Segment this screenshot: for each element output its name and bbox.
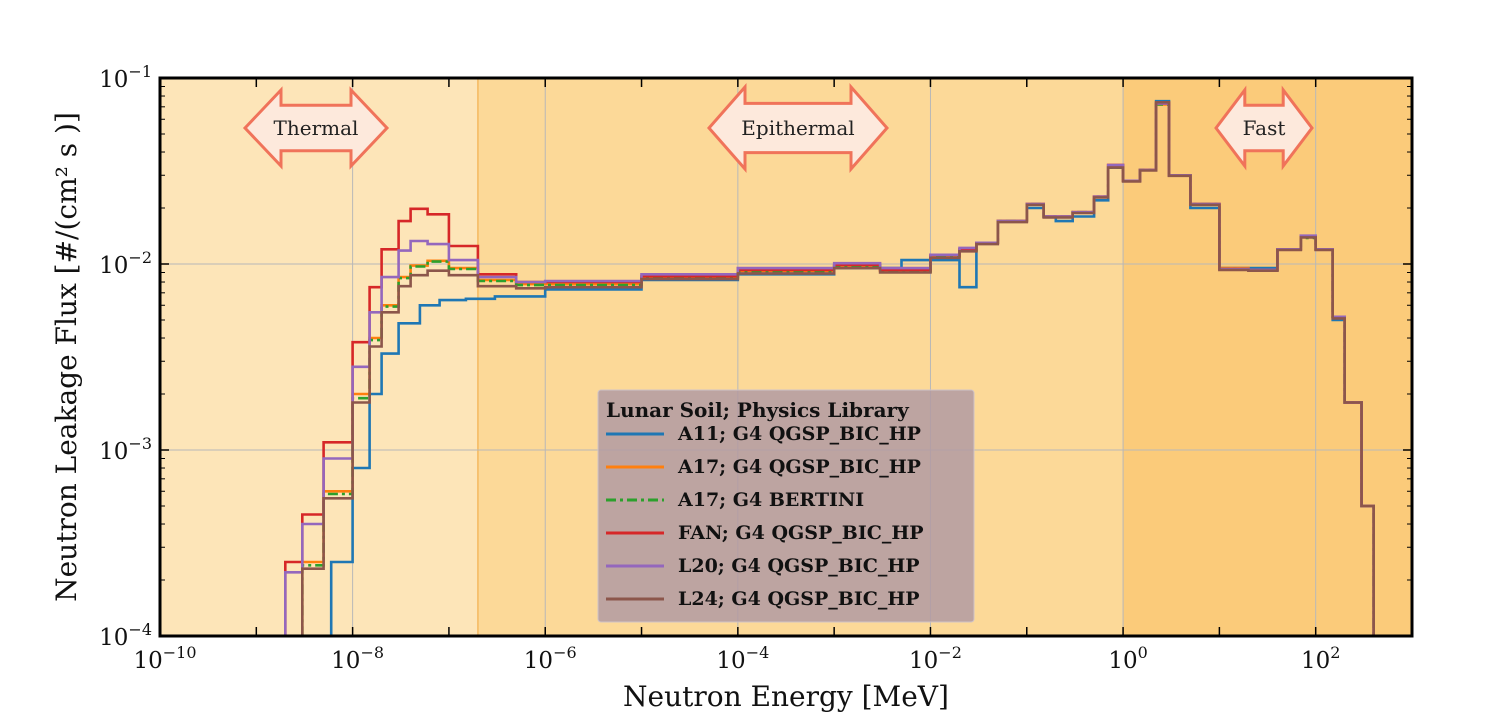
tick-base: 10	[99, 253, 128, 279]
energy-region-backgrounds	[160, 78, 1412, 636]
legend-label-4: L20; G4 QGSP_BIC_HP	[678, 555, 920, 577]
tick-exponent: −8	[360, 643, 384, 662]
tick-base: 10	[909, 648, 938, 674]
legend-box	[597, 389, 975, 623]
x-tick-label-4: 10−2	[909, 643, 962, 674]
region-arrow-labels: Thermal Epithermal Fast	[242, 83, 1314, 173]
tick-exponent: −3	[128, 434, 152, 453]
y-tick-label-2: 10−2	[99, 248, 152, 279]
legend: Lunar Soil; Physics Library A11; G4 QGSP…	[597, 389, 975, 623]
tick-base: 10	[716, 648, 745, 674]
tick-base: 10	[99, 625, 128, 651]
x-tick-labels: 10−10 10−8 10−6 10−4 10−2 100 102	[133, 643, 1340, 674]
region-arrow-2	[1214, 85, 1314, 171]
x-tick-label-3: 10−4	[716, 643, 769, 674]
tick-exponent: −6	[553, 643, 577, 662]
plot-series-group	[256, 99, 1375, 638]
tick-base: 10	[99, 67, 128, 93]
y-tick-label-0: 10−4	[99, 620, 152, 651]
region-label-0: Thermal	[274, 116, 359, 140]
series-line-5	[280, 101, 1375, 638]
x-tick-label-6: 102	[1301, 643, 1340, 674]
legend-title: Lunar Soil; Physics Library	[606, 398, 910, 422]
tick-exponent: 2	[1330, 643, 1340, 662]
legend-label-5: L24; G4 QGSP_BIC_HP	[678, 588, 920, 610]
x-tick-label-5: 100	[1108, 643, 1147, 674]
y-tick-label-3: 10−1	[99, 62, 152, 93]
tick-base: 10	[1108, 648, 1137, 674]
region-bg-2	[1123, 78, 1412, 636]
tick-base: 10	[133, 648, 162, 674]
legend-label-2: A17; G4 BERTINI	[677, 489, 864, 511]
tick-base: 10	[1301, 648, 1330, 674]
tick-base: 10	[524, 648, 553, 674]
tick-exponent: 0	[1138, 643, 1148, 662]
tick-base: 10	[99, 439, 128, 465]
y-axis-title: Neutron Leakage Flux [#/(cm² s )]	[50, 112, 83, 602]
tick-base: 10	[331, 648, 360, 674]
y-tick-label-1: 10−3	[99, 434, 152, 465]
tick-exponent: −10	[163, 643, 197, 662]
tick-exponent: −1	[128, 62, 152, 81]
x-axis-title: Neutron Energy [MeV]	[623, 680, 949, 713]
region-bg-0	[160, 78, 478, 636]
x-tick-label-2: 10−6	[524, 643, 577, 674]
legend-label-1: A17; G4 QGSP_BIC_HP	[677, 456, 921, 478]
legend-label-0: A11; G4 QGSP_BIC_HP	[677, 423, 921, 445]
region-label-2: Fast	[1243, 116, 1286, 140]
plot-frame	[158, 76, 1414, 638]
region-arrow-0	[242, 86, 390, 170]
tick-exponent: −4	[128, 620, 152, 639]
legend-label-3: FAN; G4 QGSP_BIC_HP	[678, 522, 924, 544]
x-tick-label-1: 10−8	[331, 643, 384, 674]
x-tick-label-0: 10−10	[133, 643, 196, 674]
axis-ticks	[160, 78, 1412, 636]
y-tick-labels: 10−410−310−210−1	[99, 62, 152, 651]
legend-items: A11; G4 QGSP_BIC_HP A17; G4 QGSP_BIC_HP A1…	[606, 423, 924, 610]
region-arrow-1	[707, 83, 889, 173]
tick-exponent: −2	[128, 248, 152, 267]
tick-exponent: −2	[938, 643, 962, 662]
tick-exponent: −4	[746, 643, 770, 662]
region-label-1: Epithermal	[741, 116, 854, 140]
